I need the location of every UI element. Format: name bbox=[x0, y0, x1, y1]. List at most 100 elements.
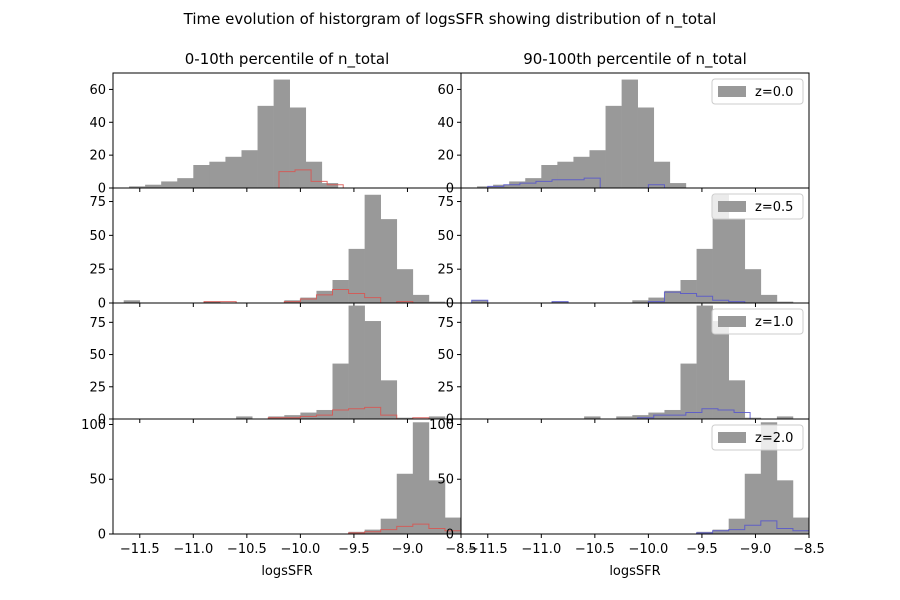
axes-frame bbox=[460, 418, 810, 535]
panel-row1-col0: 0 25 50 75 bbox=[89, 187, 462, 312]
histogram-bar bbox=[428, 416, 446, 419]
y-tick-label: 0 bbox=[98, 182, 106, 197]
histogram-bar bbox=[744, 473, 762, 534]
panel-row0-col0: 0 20 40 60 bbox=[89, 72, 462, 197]
y-tick-label: 60 bbox=[437, 83, 454, 98]
y-tick-label: 50 bbox=[437, 348, 454, 363]
y-tick-label: 75 bbox=[89, 316, 106, 331]
histogram-bar bbox=[744, 269, 762, 303]
column-title-high-percentile: 90-100th percentile of n_total bbox=[523, 50, 747, 69]
histogram-bar bbox=[300, 412, 317, 419]
x-tick-label: −8.5 bbox=[793, 542, 825, 557]
legend: z=1.0 bbox=[711, 308, 804, 335]
x-tick-label: −11.5 bbox=[468, 542, 508, 557]
histogram-bar bbox=[348, 305, 365, 419]
column-title-low-percentile: 0-10th percentile of n_total bbox=[185, 50, 390, 69]
histogram-bar bbox=[605, 105, 622, 188]
histogram-bar bbox=[316, 290, 333, 303]
histogram-bar bbox=[541, 165, 558, 188]
all-histogram bbox=[348, 422, 462, 534]
y-tick-label: 0 bbox=[446, 182, 454, 197]
y-tick-label: 25 bbox=[89, 263, 106, 278]
histogram-bar bbox=[412, 422, 430, 534]
x-tick-label: −9.0 bbox=[392, 542, 424, 557]
histogram-bar bbox=[776, 416, 794, 419]
high-percentile-step bbox=[487, 177, 681, 189]
panel-row3-col0: 0 50 100 −11.5 −11.0 −10.5 −10.0 −9.5 −9.0 −8.5 bbox=[81, 418, 477, 557]
histogram-bar bbox=[557, 161, 574, 188]
high-percentile-step bbox=[696, 520, 810, 534]
histogram-bar bbox=[236, 416, 253, 419]
histogram-bar bbox=[225, 156, 242, 188]
y-tick-label: 25 bbox=[89, 380, 106, 395]
y-tick-label: 50 bbox=[89, 473, 106, 488]
histogram-bar bbox=[129, 186, 146, 188]
y-tick-label: 50 bbox=[89, 348, 106, 363]
histogram-bar bbox=[396, 269, 414, 303]
histogram-bar bbox=[653, 161, 671, 188]
y-tick-label: 0 bbox=[98, 528, 106, 543]
histogram-bar bbox=[396, 417, 414, 419]
panel-row0-col1: 0 20 40 60 z=0.0 bbox=[437, 72, 810, 197]
histogram-bar bbox=[573, 156, 590, 188]
y-tick-label: 100 bbox=[81, 418, 106, 433]
histogram-bar bbox=[760, 294, 778, 303]
histogram-bar bbox=[696, 248, 713, 303]
x-tick-label: −10.5 bbox=[227, 542, 267, 557]
legend-box bbox=[711, 193, 804, 220]
y-tick-label: 40 bbox=[89, 116, 106, 131]
histogram-bar bbox=[616, 416, 633, 419]
x-tick-label: −11.0 bbox=[173, 542, 213, 557]
histogram-bar bbox=[428, 301, 446, 303]
legend-swatch bbox=[718, 316, 746, 327]
histogram-bar bbox=[380, 380, 398, 419]
y-tick-label: 75 bbox=[89, 195, 106, 210]
histogram-bar bbox=[321, 183, 339, 188]
x-tick-label: −9.5 bbox=[338, 542, 370, 557]
histogram-bar bbox=[712, 529, 729, 534]
histogram-bar bbox=[664, 409, 681, 419]
x-tick-label: −10.0 bbox=[280, 542, 320, 557]
x-tick-label: −11.5 bbox=[120, 542, 160, 557]
y-tick-label: 0 bbox=[98, 297, 106, 312]
histogram-bar bbox=[193, 165, 210, 188]
y-tick-label: 20 bbox=[437, 149, 454, 164]
panel-row1-col1: 0 25 50 75 z=0.5 bbox=[437, 187, 810, 312]
x-tick-label: −8.5 bbox=[445, 542, 477, 557]
legend-box bbox=[711, 308, 804, 335]
histogram-bar bbox=[204, 301, 221, 303]
legend-box bbox=[711, 78, 804, 105]
histogram-bar bbox=[257, 105, 274, 188]
histogram-bar bbox=[648, 297, 665, 303]
y-tick-label: 0 bbox=[446, 528, 454, 543]
all-histogram bbox=[129, 79, 339, 188]
y-tick-label: 20 bbox=[89, 149, 106, 164]
y-tick-label: 0 bbox=[446, 413, 454, 428]
histogram-bar bbox=[300, 297, 317, 303]
legend-label: z=0.0 bbox=[755, 85, 793, 100]
legend: z=2.0 bbox=[711, 424, 804, 451]
x-tick-label: −9.5 bbox=[686, 542, 718, 557]
x-axis-label-left: logsSFR bbox=[261, 564, 312, 579]
histogram-bar bbox=[209, 161, 226, 188]
legend: z=0.5 bbox=[711, 193, 804, 220]
histogram-bar bbox=[589, 150, 606, 188]
histogram-bar bbox=[477, 186, 494, 188]
x-tick-label: −11.0 bbox=[521, 542, 561, 557]
histogram-bar bbox=[123, 300, 141, 303]
panel-row3-col1: 0 50 100 −11.5 −11.0 −10.5 −10.0 −9.5 −9.0 −8.5 z=… bbox=[429, 418, 825, 557]
histogram-bar bbox=[584, 416, 601, 419]
legend-box bbox=[711, 424, 804, 451]
histogram-bar bbox=[289, 107, 307, 188]
histogram-bar bbox=[669, 183, 687, 188]
y-tick-label: 0 bbox=[446, 297, 454, 312]
histogram-bar bbox=[428, 480, 446, 534]
histogram-bar bbox=[552, 301, 569, 303]
histogram-bar bbox=[637, 107, 655, 188]
histogram-bar bbox=[664, 290, 681, 303]
y-tick-label: 0 bbox=[98, 413, 106, 428]
histogram-bar bbox=[364, 321, 381, 419]
low-percentile-step bbox=[348, 523, 462, 534]
